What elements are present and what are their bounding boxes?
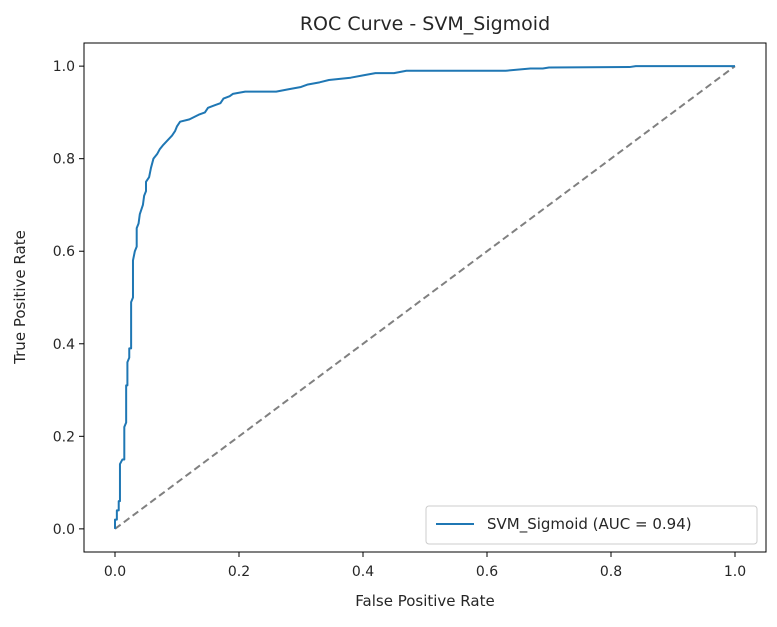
chance-diagonal-line: [114, 65, 736, 530]
y-tick-label: 0.8: [53, 152, 75, 168]
y-tick-label: 0.2: [53, 429, 75, 445]
y-axis-label: True Positive Rate: [11, 230, 29, 365]
chart-title: ROC Curve - SVM_Sigmoid: [300, 13, 550, 35]
x-tick-label: 0.0: [104, 564, 126, 580]
plot-frame: [83, 42, 767, 553]
chance-line-layer: [114, 65, 736, 530]
y-axis-ticks: 0.0 0.2 0.4 0.6 0.8 1.0: [53, 59, 84, 538]
legend-box: [425, 505, 758, 545]
series-layer: [114, 65, 735, 529]
y-tick-label: 0.6: [53, 244, 75, 260]
x-tick-label: 0.8: [600, 564, 622, 580]
x-tick-label: 0.6: [476, 564, 498, 580]
y-tick-label: 1.0: [53, 59, 75, 75]
y-tick-label: 0.4: [53, 337, 75, 353]
x-axis-ticks: 0.0 0.2 0.4 0.6 0.8 1.0: [104, 552, 746, 580]
x-axis-label: False Positive Rate: [355, 592, 494, 610]
legend-label: SVM_Sigmoid (AUC = 0.94): [487, 515, 692, 534]
x-tick-label: 0.4: [352, 564, 374, 580]
roc-curve-line: [114, 65, 735, 529]
x-tick-label: 0.2: [228, 564, 250, 580]
x-tick-label: 1.0: [724, 564, 746, 580]
y-tick-label: 0.0: [53, 522, 75, 538]
legend: SVM_Sigmoid (AUC = 0.94): [425, 505, 758, 545]
